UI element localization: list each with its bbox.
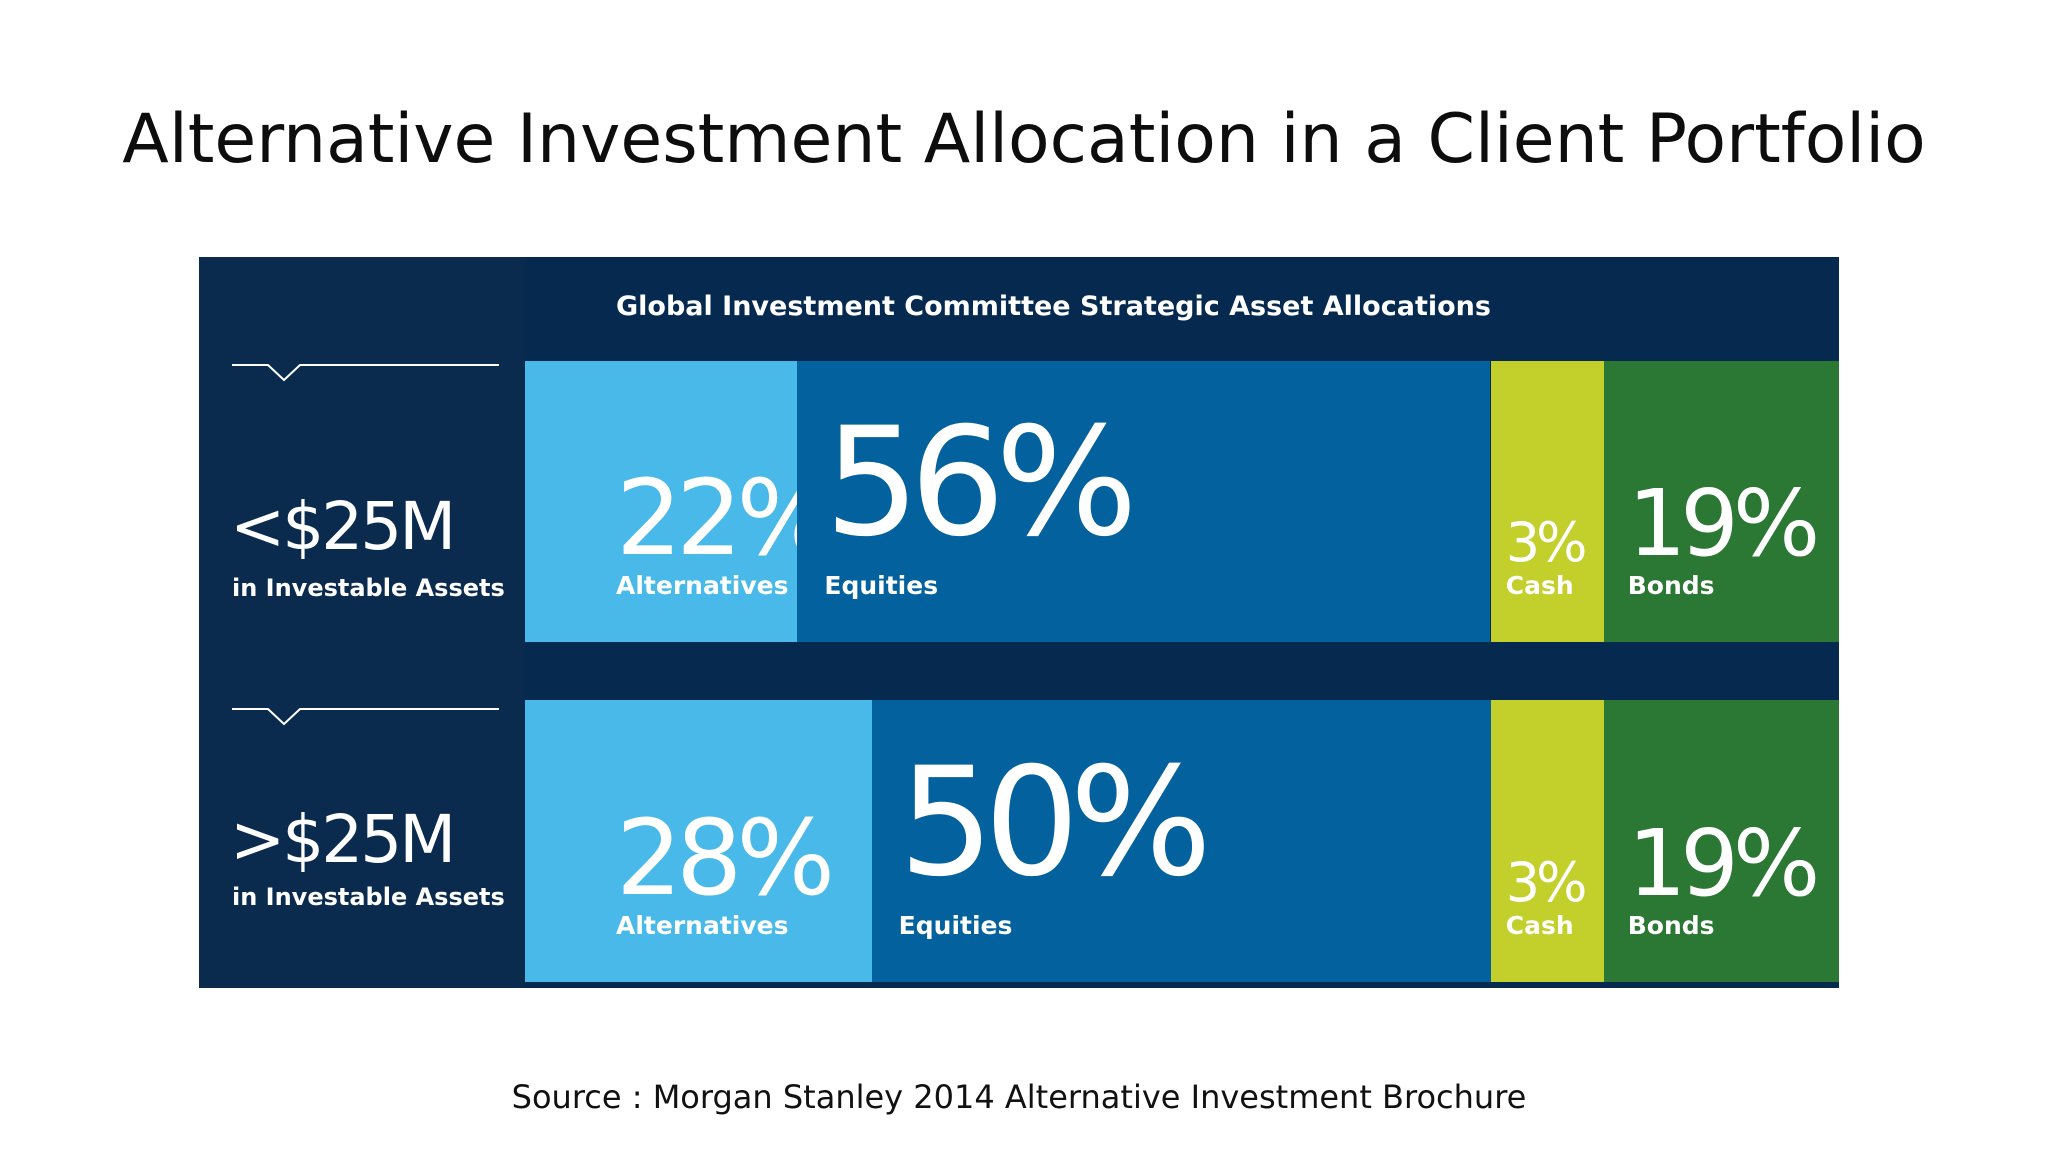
- segment-alternatives: 22%Alternatives: [525, 361, 797, 642]
- tier-under-25m: <$25M in Investable Assets: [199, 257, 525, 637]
- tier-marker-icon: [232, 708, 499, 726]
- allocation-bar-over-25m: 28% Alternatives 50% Equities 3% Cash 19% Bonds: [525, 700, 1839, 982]
- segment-category-label: Bonds: [1627, 911, 1715, 940]
- segment-category-label: Cash: [1505, 911, 1574, 940]
- segment-alternatives: 28% Alternatives: [525, 700, 872, 982]
- allocation-graphic: Global Investment Committee Strategic As…: [199, 257, 1839, 988]
- segment-value-label: 50%: [898, 736, 1212, 910]
- segment-cash: 3% Cash: [1490, 361, 1604, 642]
- slide-title: Alternative Investment Allocation in a C…: [122, 100, 1926, 179]
- tier-sublabel: in Investable Assets: [232, 883, 505, 911]
- segment-value-label: 22%: [616, 457, 797, 579]
- segment-cash: 3% Cash: [1490, 700, 1604, 982]
- segment-value-label: 19%: [1627, 810, 1821, 917]
- segment-value-label: 3%: [1505, 851, 1588, 914]
- tier-sublabel: in Investable Assets: [232, 574, 505, 602]
- segment-bonds: 19% Bonds: [1603, 361, 1839, 642]
- segment-category-label: Cash: [1505, 571, 1574, 600]
- segment-category-label: Alternatives: [616, 911, 789, 940]
- segment-value-label: 28%: [616, 797, 835, 919]
- tier-marker-icon: [232, 364, 499, 382]
- segment-equities: 50% Equities: [871, 700, 1491, 982]
- segment-value-label: 3%: [1505, 511, 1588, 574]
- tier-over-25m: >$25M in Investable Assets: [199, 257, 525, 988]
- segment-category-label: Alternatives: [616, 571, 789, 600]
- tier-label: <$25M: [230, 488, 456, 565]
- segment-category-label: Bonds: [1627, 571, 1715, 600]
- tier-label: >$25M: [230, 801, 456, 878]
- segment-value-label: 19%: [1627, 470, 1821, 577]
- segment-bonds: 19% Bonds: [1603, 700, 1839, 982]
- chart-title: Global Investment Committee Strategic As…: [616, 291, 1491, 322]
- tier-panel: [199, 257, 525, 988]
- segment-equities: 56% Equities: [797, 361, 1491, 642]
- segment-value-label: 56%: [824, 396, 1137, 570]
- segment-category-label: Equities: [824, 571, 939, 600]
- chart-header: Global Investment Committee Strategic As…: [525, 257, 1839, 360]
- source-note: Source : Morgan Stanley 2014 Alternative…: [511, 1078, 1527, 1116]
- segment-category-label: Equities: [898, 911, 1013, 940]
